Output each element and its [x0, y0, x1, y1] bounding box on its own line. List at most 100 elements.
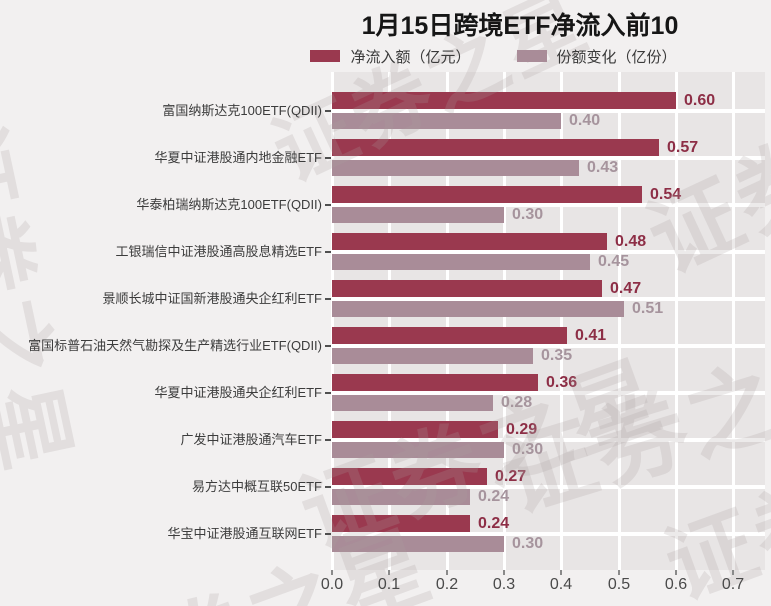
bar-net-inflow: [332, 515, 470, 532]
x-tick-label: 0.1: [377, 576, 401, 593]
x-tick-label: 0.2: [435, 576, 459, 593]
gridline: [560, 72, 563, 570]
bar-share-change: [332, 301, 624, 317]
legend-label: 份额变化（亿份）: [556, 48, 677, 66]
gridline: [732, 72, 735, 570]
bar-share-change: [332, 536, 504, 552]
value-label-net-inflow: 0.60: [684, 92, 716, 109]
value-label-net-inflow: 0.48: [615, 233, 647, 250]
bar-net-inflow: [332, 92, 676, 109]
category-tick: [325, 486, 331, 488]
category-tick: [325, 345, 331, 347]
value-label-share-change: 0.30: [512, 206, 544, 223]
bar-share-change: [332, 348, 533, 364]
x-tick: [331, 570, 333, 575]
value-label-net-inflow: 0.57: [667, 139, 699, 156]
category-separator: [332, 344, 765, 348]
legend-swatch: [310, 50, 341, 62]
category-label: 广发中证港股通汽车ETF: [180, 432, 322, 447]
x-tick-label: 0.0: [320, 576, 344, 593]
x-tick: [388, 570, 390, 575]
legend: 净流入额（亿元） 份额变化（亿份）: [277, 46, 710, 67]
category-label: 富国纳斯达克100ETF(QDII): [162, 103, 322, 118]
category-label: 华泰柏瑞纳斯达克100ETF(QDII): [136, 197, 322, 212]
x-tick: [446, 570, 448, 575]
bar-share-change: [332, 395, 493, 411]
gridline: [675, 72, 678, 570]
value-label-share-change: 0.30: [512, 535, 544, 552]
category-label: 工银瑞信中证港股通高股息精选ETF: [115, 244, 322, 259]
chart-title: 1月15日跨境ETF净流入前10: [361, 12, 679, 40]
value-label-net-inflow: 0.24: [478, 515, 510, 532]
legend-label: 净流入额（亿元）: [350, 48, 471, 66]
category-separator: [332, 203, 765, 207]
category-separator: [332, 532, 765, 536]
x-tick-label: 0.4: [549, 576, 573, 593]
category-label: 华宝中证港股通互联网ETF: [167, 526, 322, 541]
category-separator: [332, 156, 765, 160]
category-label: 华夏中证港股通央企红利ETF: [154, 385, 322, 400]
category-tick: [325, 392, 331, 394]
gridline: [503, 72, 506, 570]
bar-share-change: [332, 113, 561, 129]
category-label: 富国标普石油天然气勘探及生产精选行业ETF(QDII): [28, 338, 322, 353]
x-tick: [618, 570, 620, 575]
value-label-share-change: 0.43: [587, 159, 619, 176]
x-tick-label: 0.3: [492, 576, 516, 593]
category-separator: [332, 438, 765, 442]
category-tick: [325, 533, 331, 535]
category-separator: [332, 391, 765, 395]
bar-net-inflow: [332, 421, 498, 438]
value-label-net-inflow: 0.47: [610, 280, 642, 297]
bar-share-change: [332, 160, 579, 176]
bar-net-inflow: [332, 468, 487, 485]
legend-swatch: [516, 50, 547, 62]
bar-share-change: [332, 489, 470, 505]
bar-share-change: [332, 207, 504, 223]
x-tick-label: 0.7: [721, 576, 745, 593]
value-label-net-inflow: 0.29: [506, 421, 538, 438]
x-tick-label: 0.5: [607, 576, 631, 593]
legend-item: 份额变化（亿份）: [516, 46, 677, 67]
value-label-net-inflow: 0.54: [650, 186, 682, 203]
value-label-share-change: 0.30: [512, 441, 544, 458]
plot-area: 0.60 0.40 0.57 0.43 0.54 0.30 0.48 0.45 0.47 0.51…: [331, 72, 765, 570]
category-tick: [325, 157, 331, 159]
category-tick: [325, 204, 331, 206]
category-label: 华夏中证港股通内地金融ETF: [154, 150, 322, 165]
bar-share-change: [332, 254, 590, 270]
x-tick: [675, 570, 677, 575]
category-label: 景顺长城中证国新港股通央企红利ETF: [102, 291, 322, 306]
bar-share-change: [332, 442, 504, 458]
category-separator: [332, 485, 765, 489]
bar-net-inflow: [332, 139, 659, 156]
bar-net-inflow: [332, 374, 538, 391]
x-tick: [560, 570, 562, 575]
category-tick: [325, 251, 331, 253]
category-separator: [332, 297, 765, 301]
category-separator: [332, 250, 765, 254]
category-tick: [325, 298, 331, 300]
value-label-share-change: 0.35: [541, 347, 573, 364]
bar-net-inflow: [332, 233, 607, 250]
category-separator: [332, 109, 765, 113]
x-tick-label: 0.6: [664, 576, 688, 593]
bar-net-inflow: [332, 327, 567, 344]
gridline: [388, 72, 391, 570]
category-tick: [325, 439, 331, 441]
category-label: 易方达中概互联50ETF: [191, 479, 322, 494]
bar-net-inflow: [332, 280, 602, 297]
value-label-share-change: 0.51: [632, 300, 664, 317]
category-tick: [325, 110, 331, 112]
gridline: [618, 72, 621, 570]
value-label-net-inflow: 0.41: [575, 327, 607, 344]
value-label-share-change: 0.45: [598, 253, 630, 270]
value-label-net-inflow: 0.36: [546, 374, 578, 391]
value-label-net-inflow: 0.27: [495, 468, 527, 485]
gridline: [331, 72, 334, 570]
x-tick: [503, 570, 505, 575]
value-label-share-change: 0.40: [569, 112, 601, 129]
value-label-share-change: 0.24: [478, 488, 510, 505]
gridline: [446, 72, 449, 570]
